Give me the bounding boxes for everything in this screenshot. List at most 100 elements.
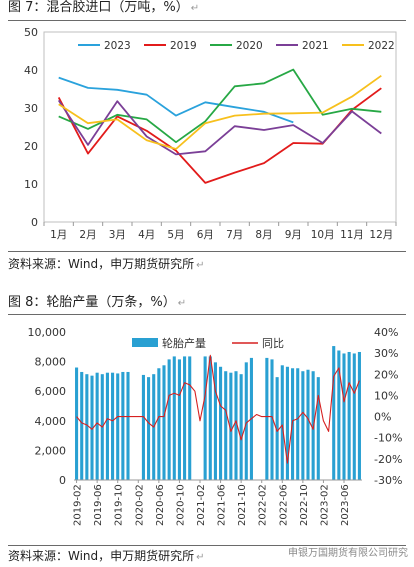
bar xyxy=(167,359,171,480)
x-tick-label: 2019-10 xyxy=(114,484,125,526)
x-tick-label: 3月 xyxy=(109,229,126,241)
bar xyxy=(342,353,346,480)
x-tick-label: 8月 xyxy=(255,229,272,241)
bar xyxy=(147,377,151,480)
x-tick-label: 2023-02 xyxy=(319,484,330,526)
x-tick-label: 1月 xyxy=(50,229,67,241)
y-tick-label: 6,000 xyxy=(35,385,67,398)
legend-swatch-bar xyxy=(132,338,158,347)
bar xyxy=(80,371,84,480)
bar xyxy=(352,353,356,480)
x-tick-label: 6月 xyxy=(197,229,214,241)
x-tick-label: 12月 xyxy=(369,229,393,241)
bar xyxy=(270,359,274,480)
tire-output-chart: 0 2,000 4,000 6,000 8,000 10,000 -30% -20% -10% 0… xyxy=(28,326,403,526)
y-tick-label: 30 xyxy=(24,102,38,115)
import-line-chart: 0 10 20 30 40 50 1月 2月 3月 4月 5月 6月 7月 8月 9月 10月 11月 12月 20… xyxy=(24,26,397,241)
legend-label-2020: 2020 xyxy=(236,40,263,52)
y-tick-label: 0 xyxy=(59,474,66,487)
x-tick-label: 9月 xyxy=(285,229,302,241)
bar xyxy=(285,366,289,480)
figure7-title: 图 7：混合胶进口（万吨，%） xyxy=(8,0,189,15)
legend-label-bar: 轮胎产量 xyxy=(162,336,206,350)
series-line-2022 xyxy=(58,74,382,150)
x-tick-label: 2月 xyxy=(79,229,96,241)
bar xyxy=(111,372,115,480)
plot-frame xyxy=(43,31,397,223)
x-tick-label: 5月 xyxy=(167,229,184,241)
bar xyxy=(280,365,284,480)
bar xyxy=(75,367,79,480)
bar xyxy=(213,362,217,480)
return-mark-icon: ↵ xyxy=(196,552,205,563)
x-tick-label: 2022-02 xyxy=(258,484,269,526)
y2-tick-label: 30% xyxy=(374,347,398,360)
return-mark-icon: ↵ xyxy=(196,260,205,271)
bar xyxy=(347,351,351,480)
bar xyxy=(157,368,161,480)
x-tick-label: 2021-06 xyxy=(217,484,228,526)
x-tick-label: 2021-10 xyxy=(237,484,248,526)
x-tick-label: 2019-02 xyxy=(73,484,84,526)
bar xyxy=(188,356,192,480)
figure8-bottom-rule xyxy=(8,545,406,546)
bar xyxy=(316,377,320,480)
bar xyxy=(306,369,310,480)
bar xyxy=(183,356,187,480)
y-tick-label: 4,000 xyxy=(35,415,67,428)
bar xyxy=(177,359,181,480)
return-mark-icon: ↵ xyxy=(177,298,187,309)
bar xyxy=(126,371,130,480)
x-tick-label: 10月 xyxy=(311,229,335,241)
yoy-line xyxy=(76,354,360,464)
bar xyxy=(296,368,300,480)
figure7-top-rule xyxy=(8,20,406,21)
y-tick-label: 0 xyxy=(31,216,38,229)
x-tick-label: 2021-02 xyxy=(196,484,207,526)
legend-label-2023: 2023 xyxy=(104,40,131,52)
x-tick-label: 2020-10 xyxy=(175,484,186,526)
bar xyxy=(357,351,361,480)
y-tick-label: 10 xyxy=(24,178,38,191)
x-tick-label: 2019-06 xyxy=(93,484,104,526)
legend-label-2019: 2019 xyxy=(170,40,197,52)
figure8-source-text: 资料来源：Wind，申万期货研究所 xyxy=(8,549,195,563)
figure8-title: 图 8：轮胎产量（万条，%） xyxy=(8,295,176,310)
x-tick-label: 2020-06 xyxy=(155,484,166,526)
x-tick-label: 2023-06 xyxy=(340,484,351,526)
bar xyxy=(224,371,228,480)
y-tick-label: 2,000 xyxy=(35,444,67,457)
y-tick-label: 40 xyxy=(24,64,38,77)
y2-tick-label: 20% xyxy=(374,368,398,381)
watermark: 申银万国期货有限公司研究 xyxy=(288,548,408,559)
figure8-top-rule xyxy=(8,314,406,315)
y2-tick-label: -10% xyxy=(374,432,402,445)
figure7-source-text: 资料来源：Wind，申万期货研究所 xyxy=(8,257,195,271)
bar xyxy=(239,374,243,480)
legend-label-yoy: 同比 xyxy=(262,337,284,350)
bar xyxy=(337,350,341,480)
bar xyxy=(105,372,109,480)
bar xyxy=(219,366,223,480)
bar xyxy=(244,362,248,480)
bar xyxy=(301,371,305,480)
bar xyxy=(85,374,89,480)
x-tick-label: 4月 xyxy=(138,229,155,241)
figure7-bottom-rule xyxy=(8,251,406,252)
bar xyxy=(265,357,269,480)
bar xyxy=(332,346,336,480)
figure8-source: 资料来源：Wind，申万期货研究所 ↵ xyxy=(8,549,205,565)
bar xyxy=(203,356,207,480)
bar xyxy=(141,374,145,480)
y-tick-label: 10,000 xyxy=(28,326,67,339)
y-tick-label: 20 xyxy=(24,140,38,153)
series-line-2023 xyxy=(58,76,294,124)
figure7-source: 资料来源：Wind，申万期货研究所 ↵ xyxy=(8,257,205,273)
y2-tick-label: 0% xyxy=(374,411,391,424)
return-mark-icon: ↵ xyxy=(190,3,200,14)
bar xyxy=(172,356,176,480)
y-tick-label: 50 xyxy=(24,26,38,39)
x-tick-label: 7月 xyxy=(226,229,243,241)
bar xyxy=(116,373,120,480)
x-tick-label: 2022-10 xyxy=(299,484,310,526)
